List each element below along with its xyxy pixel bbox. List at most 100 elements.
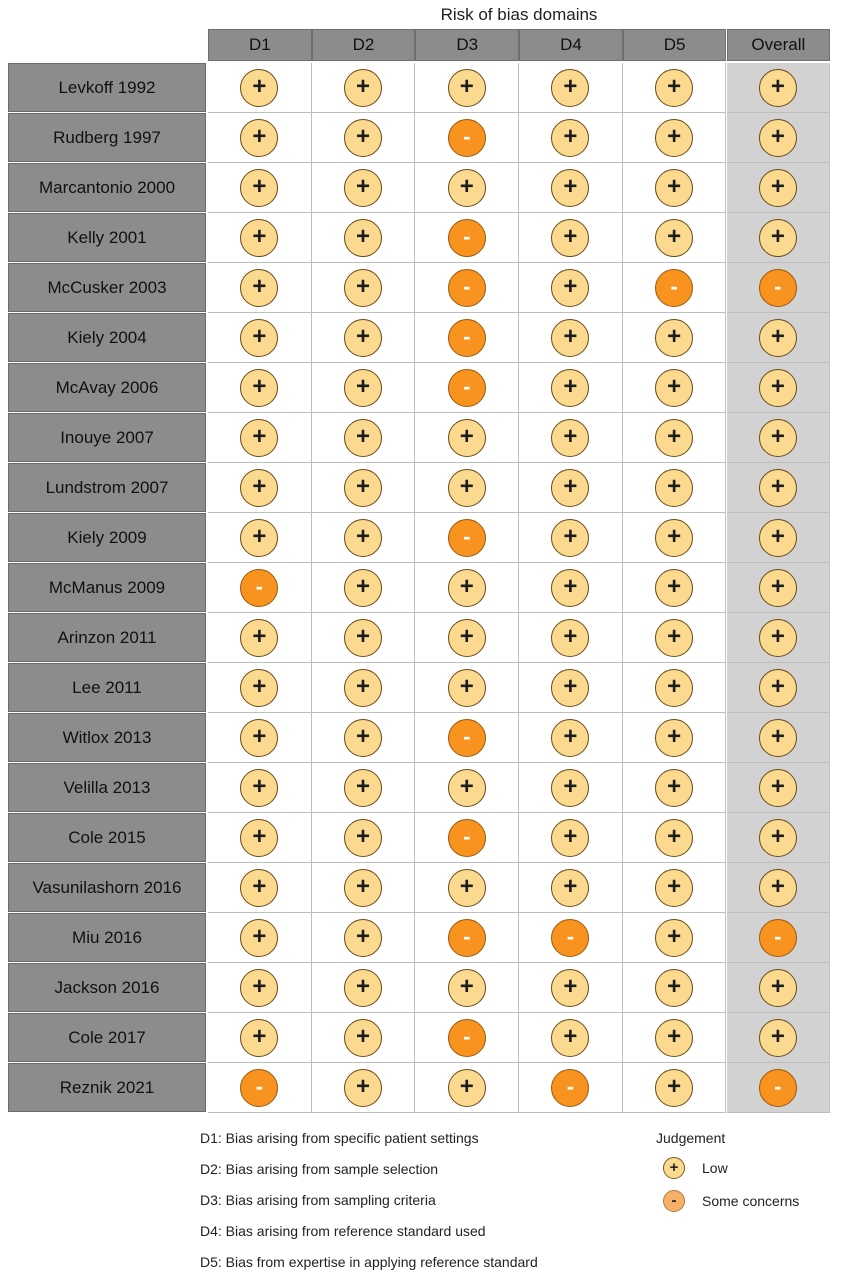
judgement-cell: - (415, 313, 520, 363)
some-concerns-marker: - (655, 268, 694, 307)
low-risk-marker: + (758, 868, 797, 907)
low-risk-marker: + (240, 968, 279, 1007)
judgement-cell: + (726, 813, 831, 863)
low-risk-marker: + (655, 568, 694, 607)
low-risk-marker: + (758, 368, 797, 407)
judgement-cell: + (622, 563, 727, 613)
low-risk-marker: + (655, 368, 694, 407)
judgement-cell: + (726, 713, 831, 763)
judgement-cell: + (622, 663, 727, 713)
judgement-cell: + (622, 863, 727, 913)
low-risk-marker: + (551, 768, 590, 807)
some-concerns-marker: - (447, 118, 486, 157)
judgement-cell: + (622, 1013, 727, 1063)
judgement-cell: + (311, 613, 416, 663)
judgement-cell: + (519, 863, 623, 913)
judgement-cell: + (311, 563, 416, 613)
judgement-cell: - (208, 563, 312, 613)
judgement-cell: + (415, 613, 520, 663)
judgement-cell: - (622, 263, 727, 313)
judgement-cell: + (726, 413, 831, 463)
some-concerns-marker: - (447, 518, 486, 557)
judgement-cell: + (519, 663, 623, 713)
column-header-overall: Overall (726, 29, 831, 61)
low-risk-marker: + (240, 468, 279, 507)
judgement-cell: + (622, 763, 727, 813)
judgement-cell: + (311, 213, 416, 263)
judgement-cell: + (311, 113, 416, 163)
judgement-cell: + (622, 613, 727, 663)
low-risk-marker: + (551, 468, 590, 507)
low-risk-marker: + (344, 818, 383, 857)
judgement-cell: + (311, 713, 416, 763)
judgement-cell: + (311, 963, 416, 1013)
judgement-cell: + (519, 113, 623, 163)
some-concerns-marker: - (447, 918, 486, 957)
judgement-cell: + (519, 63, 623, 113)
column-header-d1: D1 (208, 29, 312, 61)
low-risk-marker: + (655, 68, 694, 107)
low-risk-marker: + (551, 618, 590, 657)
judgement-cell: + (311, 63, 416, 113)
judgement-cell: + (311, 1063, 416, 1113)
low-risk-marker: + (344, 268, 383, 307)
judgement-cell: + (726, 1013, 831, 1063)
low-risk-marker: + (758, 468, 797, 507)
some-concerns-marker: - (551, 1068, 590, 1107)
judgement-cell: + (311, 813, 416, 863)
judgement-cell: + (208, 413, 312, 463)
study-label: Lee 2011 (8, 663, 206, 712)
judgement-cell: - (208, 1063, 312, 1113)
judgement-cell: + (519, 1013, 623, 1063)
judgement-cell: + (311, 163, 416, 213)
low-risk-marker: + (344, 518, 383, 557)
judgement-cell: + (311, 863, 416, 913)
legend-item-low: + Low (640, 1148, 840, 1181)
low-risk-marker: + (344, 618, 383, 657)
study-label: Kelly 2001 (8, 213, 206, 262)
some-concerns-marker: - (447, 1018, 486, 1057)
low-risk-marker: + (447, 1068, 486, 1107)
low-risk-marker: + (551, 1018, 590, 1057)
judgement-cell: + (726, 663, 831, 713)
low-risk-marker: + (344, 218, 383, 257)
definition-d3: D3: Bias arising from sampling criteria (200, 1192, 436, 1208)
judgement-cell: + (415, 663, 520, 713)
low-risk-marker: + (655, 118, 694, 157)
low-risk-marker: + (240, 168, 279, 207)
judgement-cell: + (208, 63, 312, 113)
low-risk-marker: + (240, 368, 279, 407)
judgement-cell: + (311, 313, 416, 363)
low-risk-marker: + (551, 868, 590, 907)
low-risk-marker: + (344, 668, 383, 707)
judgement-cell: + (519, 313, 623, 363)
low-risk-marker: + (655, 618, 694, 657)
judgement-legend: Judgement + Low - Some concerns (640, 1128, 840, 1214)
low-risk-marker: + (655, 1068, 694, 1107)
low-risk-marker: + (240, 818, 279, 857)
judgement-cell: + (415, 1063, 520, 1113)
low-risk-marker: + (551, 968, 590, 1007)
low-risk-marker: + (551, 218, 590, 257)
judgement-cell: + (208, 463, 312, 513)
some-concerns-marker: - (758, 918, 797, 957)
judgement-cell: + (415, 163, 520, 213)
study-label: Levkoff 1992 (8, 63, 206, 112)
judgement-cell: + (622, 813, 727, 863)
some-concerns-marker: - (447, 718, 486, 757)
low-risk-marker: + (655, 868, 694, 907)
low-risk-marker: + (758, 418, 797, 457)
low-risk-marker: + (655, 468, 694, 507)
judgement-cell: + (622, 1063, 727, 1113)
judgement-cell: + (519, 613, 623, 663)
low-risk-marker: + (447, 568, 486, 607)
low-risk-marker: + (758, 618, 797, 657)
some-concerns-marker: - (240, 1068, 279, 1107)
judgement-cell: + (519, 513, 623, 563)
low-risk-marker: + (240, 118, 279, 157)
domain-definitions: D1: Bias arising from specific patient s… (200, 1128, 640, 1283)
column-header-d2: D2 (311, 29, 416, 61)
judgement-cell: + (208, 963, 312, 1013)
low-risk-marker: + (240, 268, 279, 307)
low-risk-marker: + (240, 68, 279, 107)
